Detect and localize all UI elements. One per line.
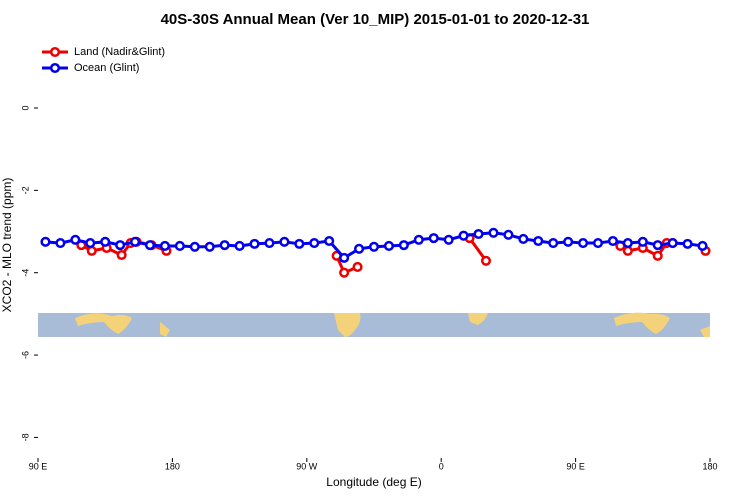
data-point: [55, 238, 66, 249]
data-point: [398, 240, 409, 251]
data-point: [219, 240, 230, 251]
data-point: [592, 238, 604, 249]
data-point: [85, 238, 96, 249]
x-tick-label: 180: [165, 461, 180, 471]
x-tick-label: 0: [439, 461, 444, 471]
data-point: [144, 240, 156, 251]
data-point: [204, 241, 215, 252]
data-point: [563, 236, 574, 247]
data-point: [428, 233, 439, 244]
data-point: [309, 238, 320, 249]
data-point: [86, 245, 97, 256]
data-point: [115, 240, 126, 251]
data-point: [159, 240, 170, 251]
data-point: [116, 249, 127, 261]
data-point: [40, 236, 51, 247]
legend-label: Ocean (Glint): [74, 62, 139, 74]
data-point: [70, 234, 81, 245]
x-tick-label: 90 E: [566, 461, 585, 471]
data-point: [413, 234, 424, 245]
data-point: [294, 238, 305, 249]
legend-label: Land (Nadir&Glint): [74, 46, 165, 58]
data-point: [234, 240, 245, 251]
data-point: [682, 238, 693, 249]
y-tick-label: -4: [20, 269, 30, 277]
data-point: [279, 236, 290, 247]
data-point: [324, 235, 335, 247]
data-point: [578, 238, 589, 249]
data-point: [548, 238, 559, 249]
x-tick-label: 90 E: [29, 461, 48, 471]
data-point: [249, 238, 260, 249]
x-tick-label: 180: [702, 461, 717, 471]
data-point: [533, 235, 544, 247]
data-point: [503, 229, 514, 240]
data-point: [607, 235, 618, 247]
x-axis-label: Longitude (deg E): [326, 475, 421, 489]
data-point: [264, 238, 275, 249]
data-point: [352, 261, 363, 272]
y-tick-label: -8: [20, 433, 30, 441]
data-point: [480, 255, 492, 266]
data-point: [637, 236, 648, 247]
data-point: [697, 240, 708, 251]
x-tick-label: 90 W: [296, 461, 318, 471]
data-point: [100, 236, 111, 247]
data-point: [383, 240, 394, 251]
data-point: [368, 241, 380, 252]
data-point: [339, 252, 350, 263]
data-point: [652, 250, 663, 261]
data-point: [652, 240, 663, 251]
data-point: [473, 228, 484, 240]
data-point: [339, 267, 350, 278]
data-point: [488, 227, 499, 238]
chart-title: 40S-30S Annual Mean (Ver 10_MIP) 2015-01…: [161, 11, 590, 28]
y-tick-label: 0: [20, 105, 30, 110]
data-point: [443, 234, 454, 245]
data-point: [518, 233, 529, 244]
data-point: [130, 236, 141, 247]
y-tick-label: -2: [20, 186, 30, 194]
legend-marker: [49, 62, 61, 74]
data-point: [622, 238, 633, 249]
data-point: [458, 230, 469, 241]
y-tick-label: -6: [20, 351, 30, 359]
data-point: [622, 245, 633, 256]
legend-marker: [49, 46, 61, 58]
data-point: [189, 241, 200, 252]
data-point: [354, 243, 365, 254]
map-strip: [38, 312, 710, 337]
data-point: [174, 240, 185, 251]
y-axis-label: XCO2 - MLO trend (ppm): [0, 178, 14, 313]
data-point: [667, 238, 678, 249]
